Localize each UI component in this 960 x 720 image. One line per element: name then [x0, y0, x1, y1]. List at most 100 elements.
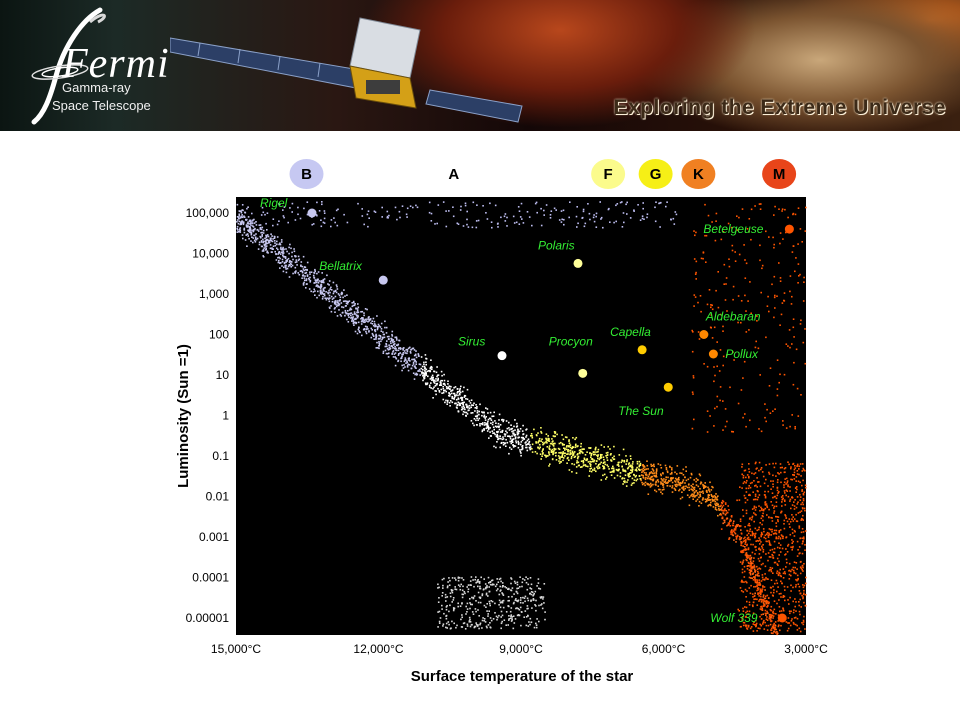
star-point: [306, 275, 309, 277]
star-point: [391, 330, 394, 333]
star-point: [315, 214, 318, 216]
star-point: [517, 442, 520, 444]
star-point: [374, 323, 376, 325]
star-label: Betelgeuse: [703, 222, 763, 236]
star-point: [758, 553, 761, 555]
star-point: [448, 610, 450, 613]
star-point: [702, 485, 705, 487]
star-point: [779, 568, 781, 571]
star-point: [240, 215, 243, 218]
star-point: [240, 222, 242, 225]
star-point: [594, 453, 596, 456]
star-point: [542, 453, 544, 455]
star-point: [623, 477, 626, 480]
star-point: [760, 517, 763, 520]
star-point: [670, 477, 672, 479]
star-point: [746, 610, 749, 613]
star-point: [293, 250, 296, 253]
star-point: [759, 208, 762, 210]
star-point: [355, 318, 357, 320]
star-point: [384, 320, 386, 323]
star-point: [360, 318, 362, 320]
star-point: [502, 444, 505, 446]
star-point: [239, 223, 241, 226]
star-point: [526, 449, 529, 452]
star-point: [253, 218, 255, 221]
star-point: [436, 375, 438, 378]
star-point: [720, 504, 722, 507]
star-point: [504, 435, 506, 437]
star-point: [772, 554, 774, 557]
star-point: [650, 463, 652, 466]
star-point: [643, 218, 645, 220]
star-point: [647, 483, 650, 486]
star-point: [758, 481, 760, 483]
star-point: [751, 577, 754, 579]
star-point: [737, 402, 740, 405]
star-point: [483, 604, 486, 607]
star-point: [536, 618, 538, 620]
star-point: [639, 464, 642, 467]
star-point: [366, 213, 369, 216]
star-point: [722, 512, 724, 514]
star-point: [782, 537, 784, 540]
star-point: [500, 610, 503, 613]
star-point: [400, 356, 403, 359]
star-point: [775, 579, 778, 582]
star-point: [785, 483, 787, 485]
star-point: [573, 463, 576, 466]
star-point: [639, 219, 642, 221]
star-point: [797, 415, 800, 417]
star-point: [772, 632, 774, 635]
star-point: [437, 583, 439, 586]
star-point: [774, 626, 776, 629]
star-point: [322, 278, 325, 281]
star-point: [750, 626, 753, 628]
star-point: [284, 264, 286, 267]
star-point: [564, 447, 566, 450]
star-point: [749, 577, 752, 579]
star-point: [430, 377, 433, 379]
star-point: [540, 604, 542, 606]
star-point: [801, 507, 804, 509]
star-point: [568, 469, 571, 471]
star-point: [597, 450, 599, 453]
star-point: [540, 427, 542, 429]
star-point: [691, 486, 694, 488]
star-point: [750, 558, 752, 561]
star-point: [251, 225, 254, 227]
star-point: [795, 578, 797, 581]
star-point: [800, 510, 803, 512]
star-point: [647, 468, 649, 470]
star-point: [577, 461, 580, 464]
star-point: [752, 623, 755, 625]
star-point: [493, 583, 495, 586]
star-point: [750, 562, 753, 565]
star-point: [342, 311, 344, 314]
star-point: [485, 416, 487, 418]
star-point: [381, 206, 383, 209]
star-point: [803, 281, 805, 283]
star-point: [457, 576, 460, 579]
star-point: [328, 284, 330, 286]
star-point: [781, 208, 784, 210]
star-point: [496, 583, 498, 586]
star-point: [802, 519, 804, 521]
star-point: [259, 227, 262, 229]
star-point: [799, 511, 801, 513]
y-tick-label: 0.001: [199, 530, 229, 544]
star-point: [713, 380, 715, 383]
star-point: [239, 231, 242, 233]
star-point: [499, 446, 501, 449]
star-point: [596, 454, 598, 457]
star-point: [767, 485, 769, 487]
star-point: [784, 514, 786, 516]
star-point: [406, 352, 408, 355]
star-point: [395, 349, 398, 352]
star-point: [666, 482, 668, 484]
star-point: [323, 210, 326, 212]
star-point: [462, 413, 464, 416]
star-point: [522, 602, 524, 604]
star-point: [758, 537, 760, 539]
star-point: [449, 592, 452, 594]
